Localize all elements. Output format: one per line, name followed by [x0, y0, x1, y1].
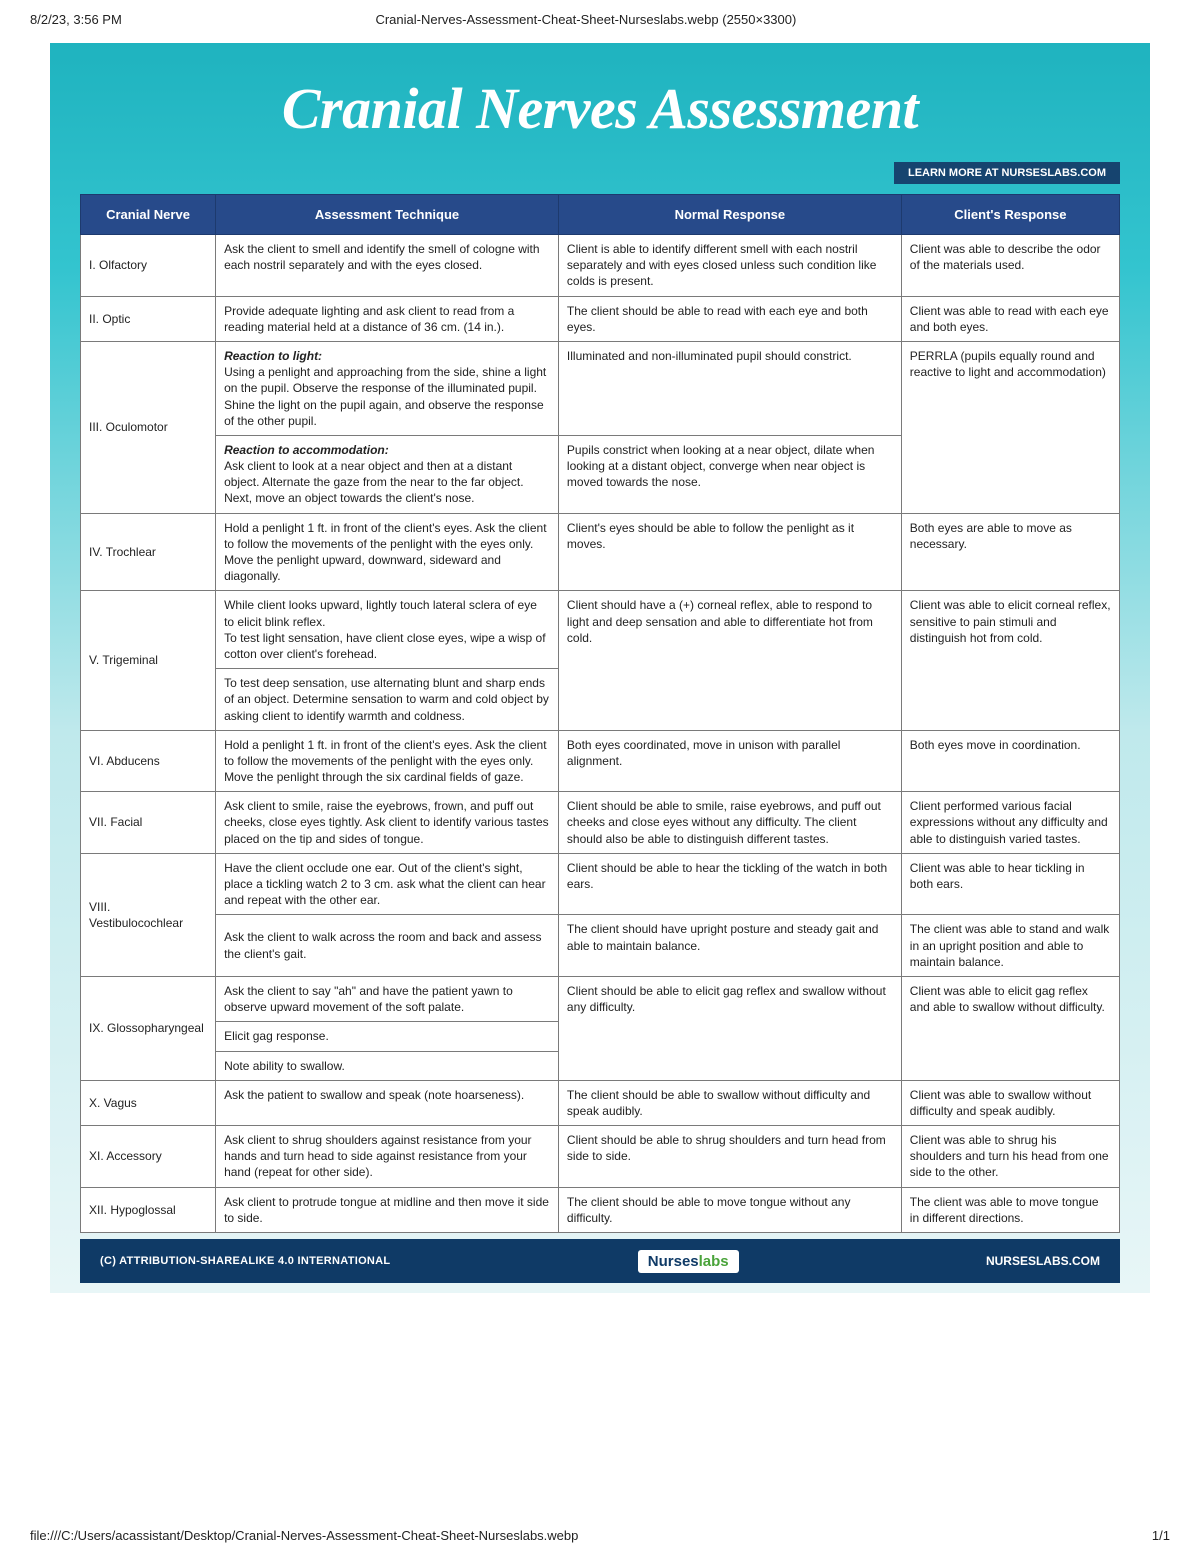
- cell-technique: Hold a penlight 1 ft. in front of the cl…: [216, 730, 559, 792]
- lead-reaction-accommodation: Reaction to accommodation:: [224, 443, 389, 457]
- cell-nerve: V. Trigeminal: [81, 591, 216, 730]
- lead-reaction-light: Reaction to light:: [224, 349, 322, 363]
- cell-normal: Pupils constrict when looking at a near …: [558, 435, 901, 513]
- browser-tab-title: Cranial-Nerves-Assessment-Cheat-Sheet-Nu…: [375, 12, 796, 27]
- cell-normal: Both eyes coordinated, move in unison wi…: [558, 730, 901, 792]
- cell-normal: Client should be able to shrug shoulders…: [558, 1126, 901, 1188]
- cell-nerve: XI. Accessory: [81, 1126, 216, 1188]
- table-row: I. Olfactory Ask the client to smell and…: [81, 235, 1120, 297]
- document-sheet: Cranial Nerves Assessment LEARN MORE AT …: [50, 43, 1150, 1293]
- cell-nerve: II. Optic: [81, 296, 216, 341]
- browser-datetime: 8/2/23, 3:56 PM: [30, 12, 122, 27]
- cell-technique: Note ability to swallow.: [216, 1051, 559, 1080]
- cell-technique: Elicit gag response.: [216, 1022, 559, 1051]
- cell-client: Client was able to elicit corneal reflex…: [901, 591, 1119, 730]
- col-client: Client's Response: [901, 195, 1119, 235]
- cell-normal: Client should be able to smile, raise ey…: [558, 792, 901, 854]
- cell-normal: The client should be able to swallow wit…: [558, 1080, 901, 1125]
- table-row: III. Oculomotor Reaction to light: Using…: [81, 341, 1120, 435]
- cell-normal: The client should have upright posture a…: [558, 915, 901, 977]
- cell-technique: Ask client to protrude tongue at midline…: [216, 1187, 559, 1232]
- cell-client: Client was able to describe the odor of …: [901, 235, 1119, 297]
- cell-technique: Reaction to light: Using a penlight and …: [216, 341, 559, 435]
- table-row: IX. Glossopharyngeal Ask the client to s…: [81, 976, 1120, 1021]
- cell-client: Both eyes are able to move as necessary.: [901, 513, 1119, 591]
- cell-technique: Ask the client to say "ah" and have the …: [216, 976, 559, 1021]
- table-row: X. Vagus Ask the patient to swallow and …: [81, 1080, 1120, 1125]
- cell-nerve: IV. Trochlear: [81, 513, 216, 591]
- col-technique: Assessment Technique: [216, 195, 559, 235]
- cell-normal: The client should be able to read with e…: [558, 296, 901, 341]
- document-footer: (C) ATTRIBUTION-SHAREALIKE 4.0 INTERNATI…: [80, 1239, 1120, 1283]
- cell-technique: Provide adequate lighting and ask client…: [216, 296, 559, 341]
- col-normal: Normal Response: [558, 195, 901, 235]
- cell-technique: To test deep sensation, use alternating …: [216, 669, 559, 731]
- cell-nerve: XII. Hypoglossal: [81, 1187, 216, 1232]
- page-title: Cranial Nerves Assessment: [50, 43, 1150, 162]
- nurseslabs-logo: Nurseslabs: [638, 1250, 739, 1273]
- footer-site: NURSESLABS.COM: [986, 1254, 1100, 1268]
- cell-client: Both eyes move in coordination.: [901, 730, 1119, 792]
- cell-technique: Ask client to shrug shoulders against re…: [216, 1126, 559, 1188]
- browser-file-path: file:///C:/Users/acassistant/Desktop/Cra…: [30, 1528, 578, 1543]
- table-row: VIII. Vestibulocochlear Have the client …: [81, 853, 1120, 915]
- cell-normal: Client should be able to elicit gag refl…: [558, 976, 901, 1080]
- cell-nerve: VIII. Vestibulocochlear: [81, 853, 216, 976]
- learn-more-site: NURSESLABS.COM: [1001, 167, 1106, 179]
- table-row: II. Optic Provide adequate lighting and …: [81, 296, 1120, 341]
- cell-normal: Client's eyes should be able to follow t…: [558, 513, 901, 591]
- cell-nerve: III. Oculomotor: [81, 341, 216, 513]
- footer-license: (C) ATTRIBUTION-SHAREALIKE 4.0 INTERNATI…: [100, 1255, 390, 1267]
- cell-nerve: I. Olfactory: [81, 235, 216, 297]
- cell-nerve: IX. Glossopharyngeal: [81, 976, 216, 1080]
- table-row: Ask the client to walk across the room a…: [81, 915, 1120, 977]
- table-row: V. Trigeminal While client looks upward,…: [81, 591, 1120, 669]
- cell-normal: Client is able to identify different sme…: [558, 235, 901, 297]
- cell-technique: Reaction to accommodation: Ask client to…: [216, 435, 559, 513]
- table-row: IV. Trochlear Hold a penlight 1 ft. in f…: [81, 513, 1120, 591]
- cell-client: Client was able to shrug his shoulders a…: [901, 1126, 1119, 1188]
- col-nerve: Cranial Nerve: [81, 195, 216, 235]
- cell-normal: Illuminated and non-illuminated pupil sh…: [558, 341, 901, 435]
- browser-page-count: 1/1: [1152, 1528, 1170, 1543]
- cell-nerve: VI. Abducens: [81, 730, 216, 792]
- cell-normal: Client should be able to hear the tickli…: [558, 853, 901, 915]
- cell-client: The client was able to move tongue in di…: [901, 1187, 1119, 1232]
- cell-client: Client was able to elicit gag reflex and…: [901, 976, 1119, 1080]
- table-row: VI. Abducens Hold a penlight 1 ft. in fr…: [81, 730, 1120, 792]
- cell-normal: Client should have a (+) corneal reflex,…: [558, 591, 901, 730]
- cell-technique: While client looks upward, lightly touch…: [216, 591, 559, 669]
- browser-header: 8/2/23, 3:56 PM Cranial-Nerves-Assessmen…: [0, 0, 1200, 35]
- cell-client: The client was able to stand and walk in…: [901, 915, 1119, 977]
- cell-client: Client was able to hear tickling in both…: [901, 853, 1119, 915]
- cell-client: Client was able to read with each eye an…: [901, 296, 1119, 341]
- cell-technique: Ask the client to walk across the room a…: [216, 915, 559, 977]
- cell-technique: Ask client to smile, raise the eyebrows,…: [216, 792, 559, 854]
- cell-technique: Ask the patient to swallow and speak (no…: [216, 1080, 559, 1125]
- cell-normal: The client should be able to move tongue…: [558, 1187, 901, 1232]
- assessment-table: Cranial Nerve Assessment Technique Norma…: [80, 194, 1120, 1233]
- cell-client: Client was able to swallow without diffi…: [901, 1080, 1119, 1125]
- learn-more-prefix: LEARN MORE AT: [908, 167, 1002, 179]
- browser-footer: file:///C:/Users/acassistant/Desktop/Cra…: [0, 1528, 1200, 1543]
- cell-nerve: VII. Facial: [81, 792, 216, 854]
- learn-more-badge: LEARN MORE AT NURSESLABS.COM: [894, 162, 1120, 184]
- table-row: XII. Hypoglossal Ask client to protrude …: [81, 1187, 1120, 1232]
- cell-client: Client performed various facial expressi…: [901, 792, 1119, 854]
- cell-technique: Hold a penlight 1 ft. in front of the cl…: [216, 513, 559, 591]
- cell-technique: Have the client occlude one ear. Out of …: [216, 853, 559, 915]
- table-row: VII. Facial Ask client to smile, raise t…: [81, 792, 1120, 854]
- table-row: XI. Accessory Ask client to shrug should…: [81, 1126, 1120, 1188]
- cell-technique: Ask the client to smell and identify the…: [216, 235, 559, 297]
- cell-client: PERRLA (pupils equally round and reactiv…: [901, 341, 1119, 513]
- cell-nerve: X. Vagus: [81, 1080, 216, 1125]
